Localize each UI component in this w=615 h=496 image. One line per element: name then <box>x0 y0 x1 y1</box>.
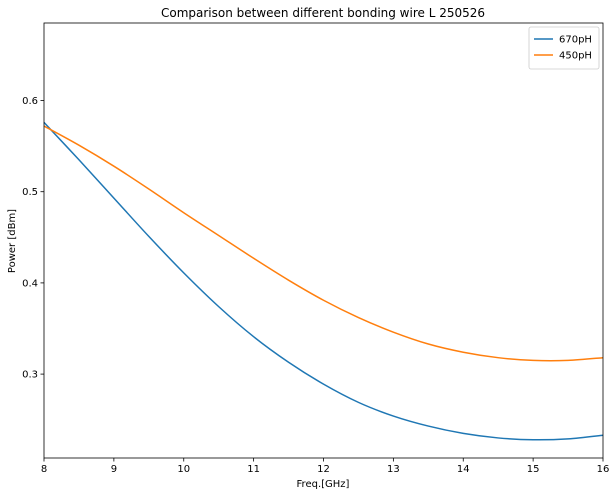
plot-area <box>44 23 603 458</box>
x-tick-label: 15 <box>527 464 540 475</box>
legend: 670pH 450pH <box>528 26 600 70</box>
legend-box <box>528 26 600 70</box>
y-axis-label: Power [dBm] <box>7 209 18 273</box>
x-tick-label: 11 <box>247 464 260 475</box>
x-tick-label: 14 <box>457 464 470 475</box>
x-tick-label: 13 <box>387 464 400 475</box>
x-tick-label: 10 <box>177 464 190 475</box>
y-tick-label: 0.4 <box>22 278 38 289</box>
y-tick-label: 0.3 <box>22 370 38 381</box>
x-tick-label: 8 <box>41 464 47 475</box>
x-tick-label: 9 <box>111 464 117 475</box>
legend-label-450pH: 450pH <box>559 51 592 62</box>
x-tick-label: 16 <box>597 464 610 475</box>
series-line-450pH <box>43 125 604 362</box>
y-tick-label: 0.6 <box>22 96 38 107</box>
plot-background <box>44 23 603 458</box>
y-tick-label: 0.5 <box>22 187 38 198</box>
chart-title: Comparison between different bonding wir… <box>161 6 485 20</box>
y-axis-ticks: 0.3 0.4 0.5 0.6 <box>22 96 44 381</box>
x-axis-ticks: 8 9 10 11 12 13 14 15 16 <box>41 458 610 475</box>
legend-label-670pH: 670pH <box>559 35 592 46</box>
series-line-670pH <box>43 121 604 441</box>
series-layer <box>43 121 604 441</box>
x-tick-label: 12 <box>317 464 330 475</box>
x-axis-label: Freq.[GHz] <box>297 479 350 490</box>
